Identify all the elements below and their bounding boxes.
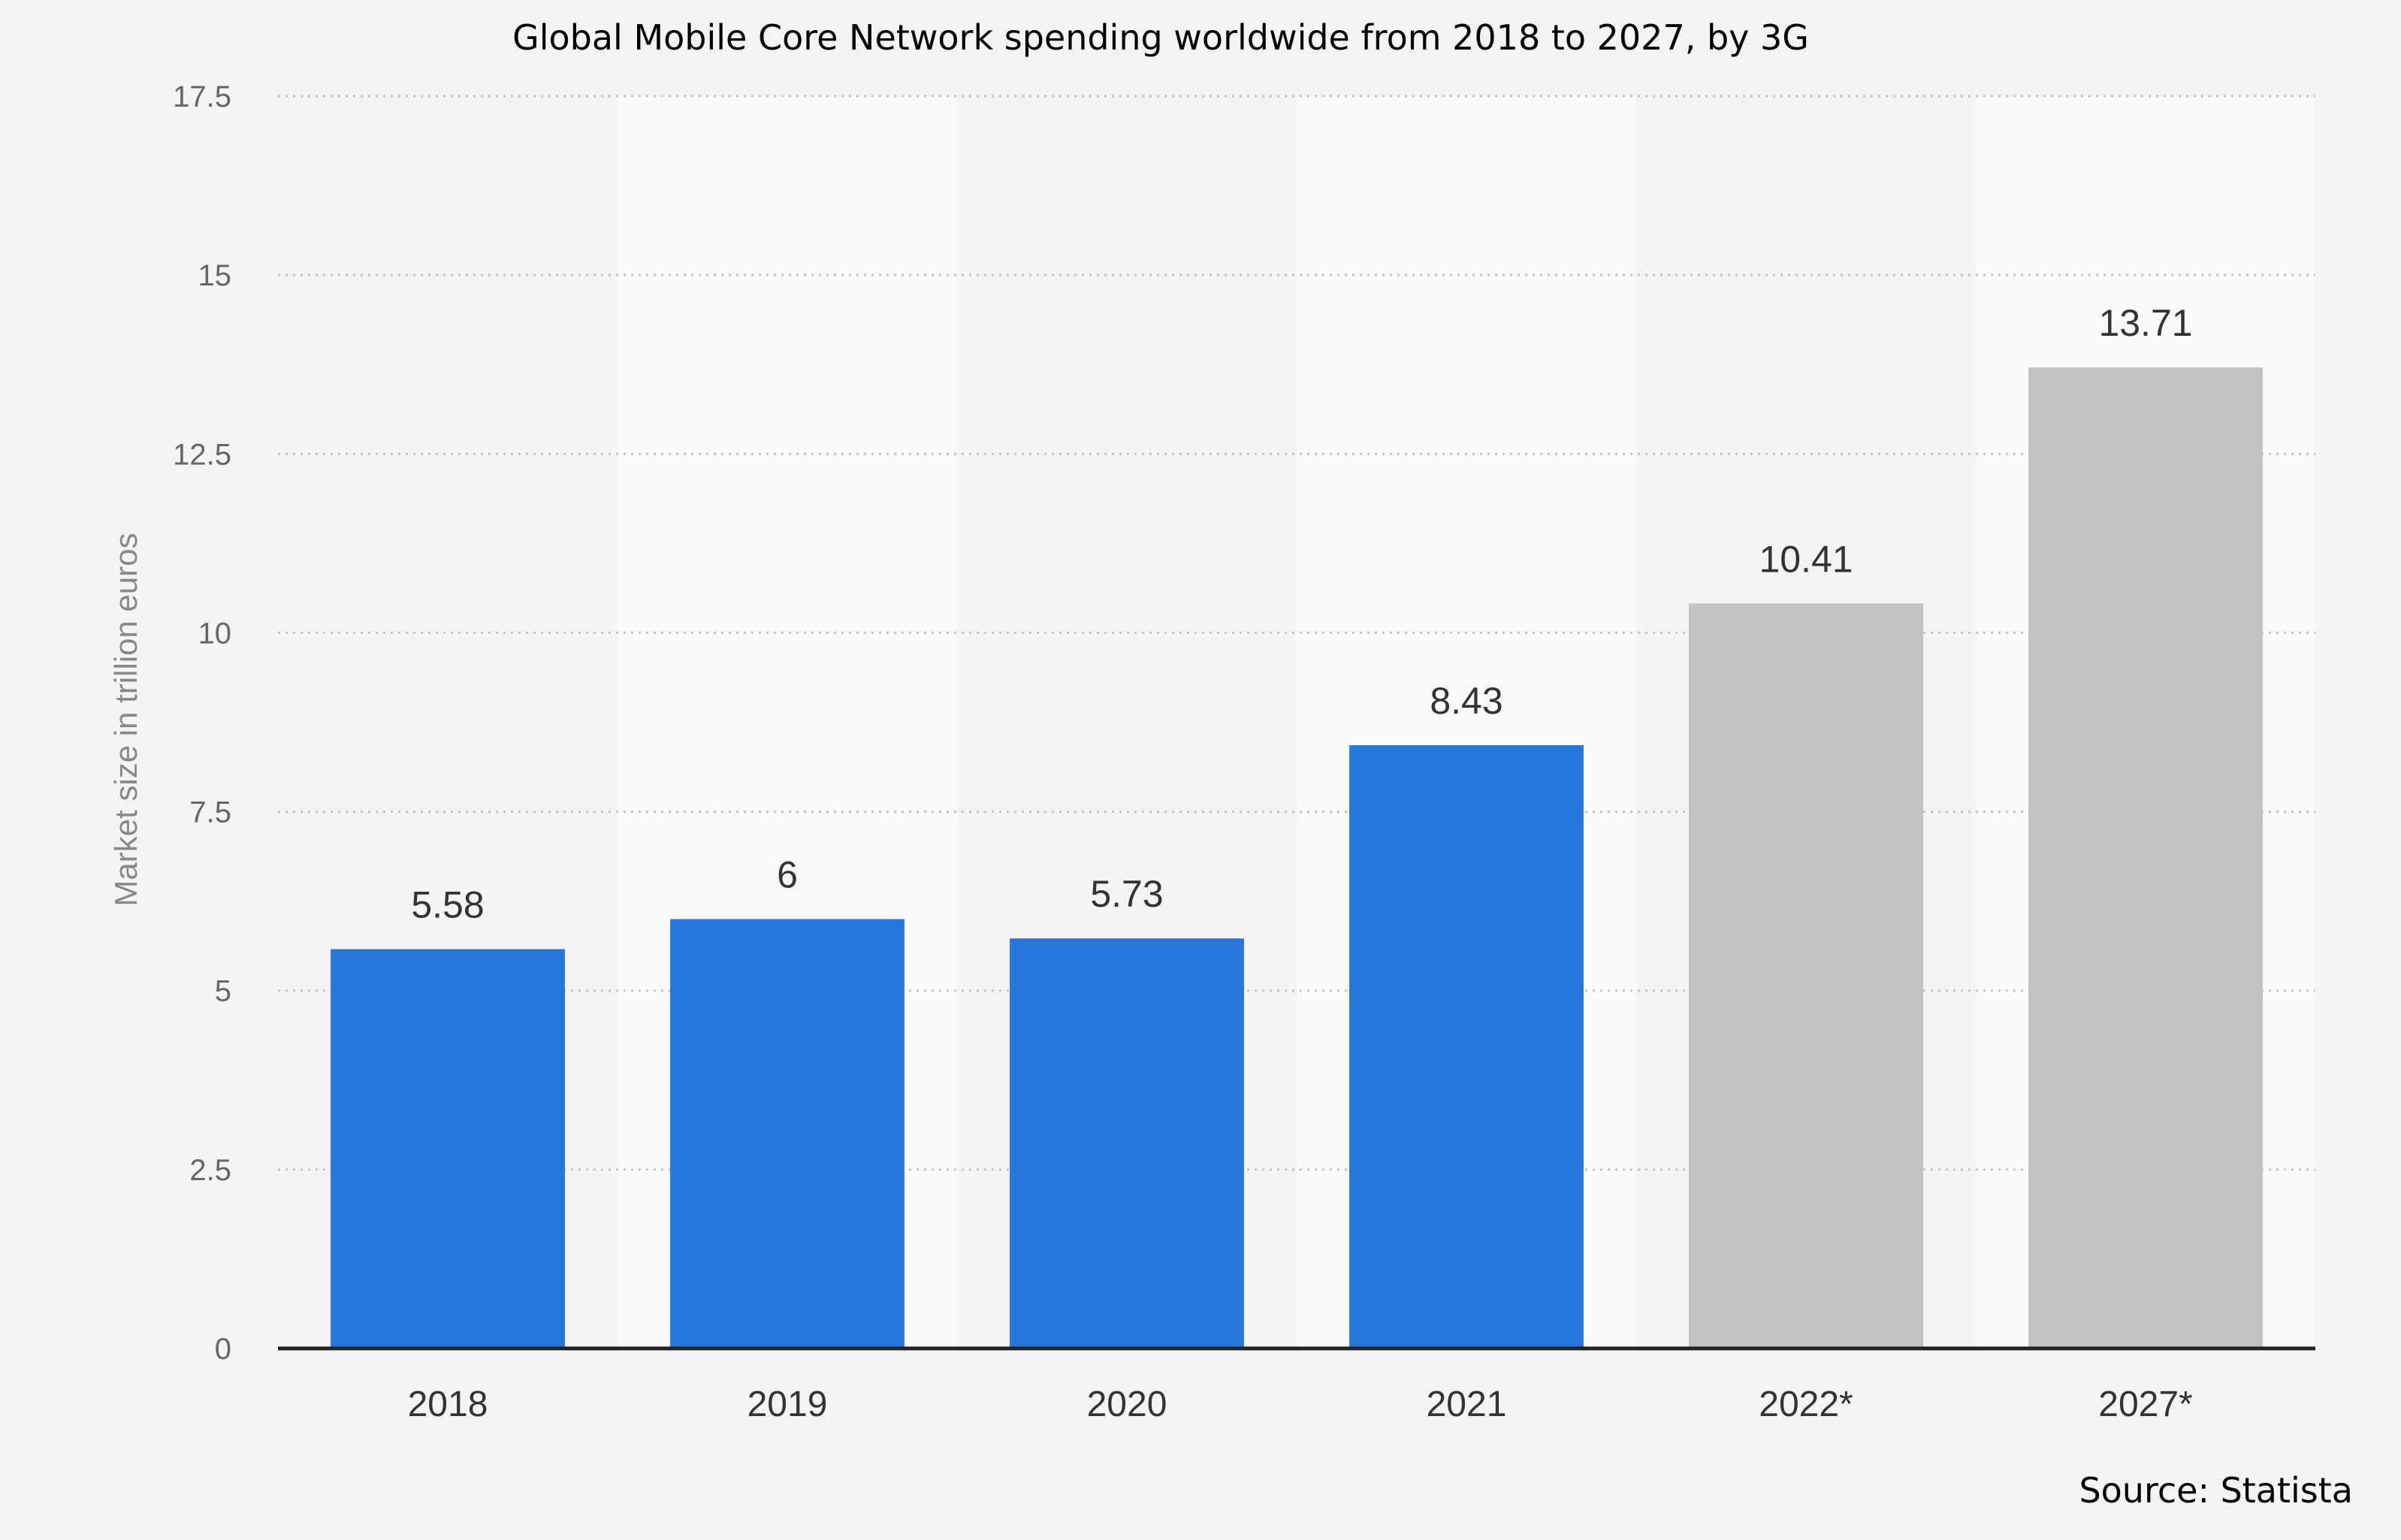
bar	[670, 919, 905, 1348]
y-tick-label: 12.5	[173, 438, 231, 471]
y-tick-label: 2.5	[189, 1154, 231, 1187]
x-tick-label: 2020	[1087, 1384, 1167, 1424]
x-tick-label: 2018	[408, 1384, 488, 1424]
data-label: 5.73	[1090, 873, 1163, 915]
x-tick-label: 2019	[747, 1384, 828, 1424]
data-label: 8.43	[1430, 680, 1503, 722]
y-tick-label: 17.5	[173, 80, 231, 113]
source-note: Source: Statista	[2079, 1470, 2353, 1511]
x-tick-label: 2027*	[2098, 1384, 2192, 1424]
y-tick-label: 15	[198, 259, 232, 292]
x-tick-label: 2022*	[1759, 1384, 1853, 1424]
y-axis-ticks: 0 2.5 5 7.5 10 12.5 15 17.5	[173, 80, 231, 1366]
y-axis-label: Market size in trillion euros	[108, 533, 143, 906]
y-tick-label: 10	[198, 617, 232, 650]
data-label: 6	[777, 853, 798, 895]
bar	[1010, 938, 1244, 1348]
bar	[1349, 744, 1584, 1348]
bar	[1689, 603, 1923, 1348]
data-label: 5.58	[411, 883, 484, 926]
y-tick-label: 0	[215, 1333, 231, 1366]
bars	[331, 367, 2263, 1349]
x-tick-label: 2021	[1427, 1384, 1507, 1424]
bar	[331, 949, 565, 1348]
data-label: 13.71	[2098, 302, 2192, 344]
bar	[2028, 367, 2263, 1349]
x-axis-ticks: 2018 2019 2020 2021 2022* 2027*	[408, 1384, 2193, 1424]
value-labels: 5.58 6 5.73 8.43 10.41 13.71	[411, 302, 2192, 926]
data-label: 10.41	[1759, 538, 1853, 580]
gridlines	[278, 95, 2315, 1171]
y-tick-label: 7.5	[189, 796, 231, 829]
y-tick-label: 5	[215, 975, 231, 1008]
chart-title: Global Mobile Core Network spending worl…	[512, 17, 1809, 58]
